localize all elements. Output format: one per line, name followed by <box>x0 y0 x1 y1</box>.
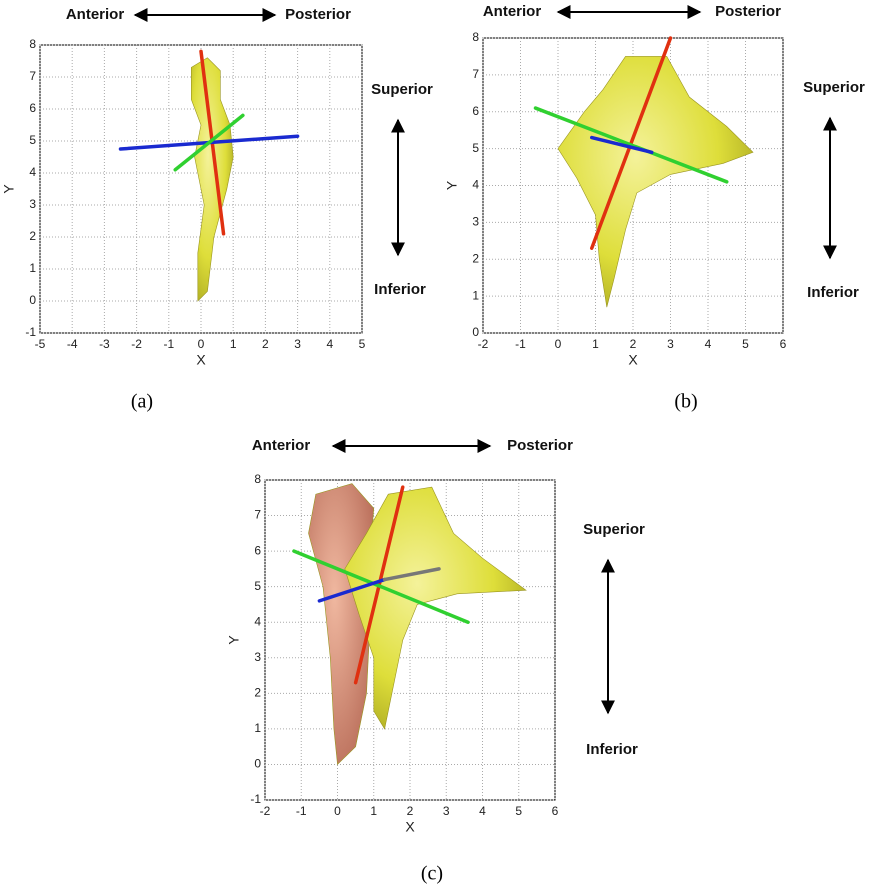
direction-label: Superior <box>371 81 433 98</box>
x-tick-label: 6 <box>552 804 559 818</box>
y-tick-label: 6 <box>29 101 36 115</box>
x-tick-label: -3 <box>99 337 110 351</box>
y-tick-label: 6 <box>254 543 261 557</box>
direction-label: Anterior <box>252 437 311 454</box>
x-tick-label: 4 <box>479 804 486 818</box>
y-tick-label: 4 <box>254 614 261 628</box>
caption: (b) <box>674 391 697 413</box>
direction-label: Anterior <box>483 3 542 20</box>
direction-label: Inferior <box>807 284 859 301</box>
x-tick-label: 3 <box>294 337 301 351</box>
x-tick-label: -4 <box>67 337 78 351</box>
y-tick-label: 2 <box>472 251 479 265</box>
y-tick-label: 0 <box>472 325 479 339</box>
figure: -5-4-3-2-1012345-1012345678XYAnteriorPos… <box>0 0 872 890</box>
direction-label: Posterior <box>507 437 573 454</box>
y-axis-label: Y <box>226 635 242 645</box>
x-tick-label: 5 <box>515 804 522 818</box>
x-tick-label: 1 <box>592 337 599 351</box>
caption: (c) <box>421 863 443 885</box>
x-tick-label: 0 <box>198 337 205 351</box>
x-tick-label: 3 <box>443 804 450 818</box>
x-tick-label: 5 <box>742 337 749 351</box>
x-tick-label: -1 <box>296 804 307 818</box>
y-tick-label: 8 <box>254 472 261 486</box>
x-tick-label: -1 <box>515 337 526 351</box>
y-tick-label: 6 <box>472 104 479 118</box>
direction-label: Superior <box>583 521 645 538</box>
y-tick-label: 5 <box>254 579 261 593</box>
direction-label: Anterior <box>66 6 125 23</box>
direction-label: Posterior <box>285 6 351 23</box>
x-axis-label: X <box>628 352 638 368</box>
direction-label: Posterior <box>715 3 781 20</box>
x-tick-label: -2 <box>478 337 489 351</box>
y-tick-label: 7 <box>29 69 36 83</box>
y-tick-label: 1 <box>472 288 479 302</box>
x-axis-label: X <box>405 819 415 835</box>
x-tick-label: 6 <box>780 337 787 351</box>
y-tick-label: 1 <box>254 721 261 735</box>
y-axis-label: Y <box>1 184 17 194</box>
y-tick-label: 8 <box>29 37 36 51</box>
x-tick-label: -1 <box>163 337 174 351</box>
y-tick-label: 5 <box>472 141 479 155</box>
x-tick-label: 1 <box>370 804 377 818</box>
x-tick-label: 3 <box>667 337 674 351</box>
x-tick-label: 2 <box>407 804 414 818</box>
y-tick-label: 0 <box>29 293 36 307</box>
y-tick-label: 2 <box>29 229 36 243</box>
y-tick-label: 3 <box>29 197 36 211</box>
x-tick-label: -5 <box>35 337 46 351</box>
y-tick-label: 7 <box>472 67 479 81</box>
y-tick-label: 0 <box>254 757 261 771</box>
x-tick-label: 4 <box>705 337 712 351</box>
y-tick-label: 7 <box>254 508 261 522</box>
y-tick-label: 8 <box>472 30 479 44</box>
y-tick-label: 4 <box>29 165 36 179</box>
y-tick-label: 5 <box>29 133 36 147</box>
x-tick-label: -2 <box>260 804 271 818</box>
y-tick-label: 3 <box>254 650 261 664</box>
caption: (a) <box>131 391 153 413</box>
direction-label: Superior <box>803 79 865 96</box>
y-tick-label: 2 <box>254 686 261 700</box>
x-tick-label: -2 <box>131 337 142 351</box>
x-tick-label: 5 <box>359 337 366 351</box>
x-tick-label: 1 <box>230 337 237 351</box>
x-axis-label: X <box>196 352 206 368</box>
x-tick-label: 2 <box>262 337 269 351</box>
x-tick-label: 2 <box>630 337 637 351</box>
x-tick-label: 0 <box>334 804 341 818</box>
y-tick-label: 1 <box>29 261 36 275</box>
direction-label: Inferior <box>586 741 638 758</box>
y-axis-label: Y <box>444 180 460 190</box>
y-tick-label: 4 <box>472 178 479 192</box>
y-tick-label: 3 <box>472 215 479 229</box>
y-tick-label: -1 <box>25 325 36 339</box>
direction-label: Inferior <box>374 281 426 298</box>
x-tick-label: 4 <box>326 337 333 351</box>
y-tick-label: -1 <box>250 792 261 806</box>
x-tick-label: 0 <box>555 337 562 351</box>
